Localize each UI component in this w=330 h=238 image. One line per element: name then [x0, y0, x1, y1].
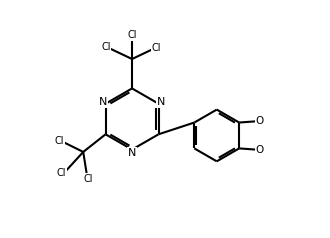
Text: N: N: [128, 148, 136, 158]
Text: Cl: Cl: [152, 43, 161, 53]
Text: Cl: Cl: [54, 136, 64, 146]
Text: O: O: [256, 116, 264, 126]
Text: Cl: Cl: [83, 174, 93, 183]
Text: Cl: Cl: [101, 42, 111, 52]
Text: N: N: [99, 97, 107, 107]
Text: Cl: Cl: [127, 30, 137, 40]
Text: N: N: [157, 97, 166, 107]
Text: Cl: Cl: [57, 168, 66, 178]
Text: O: O: [256, 144, 264, 154]
